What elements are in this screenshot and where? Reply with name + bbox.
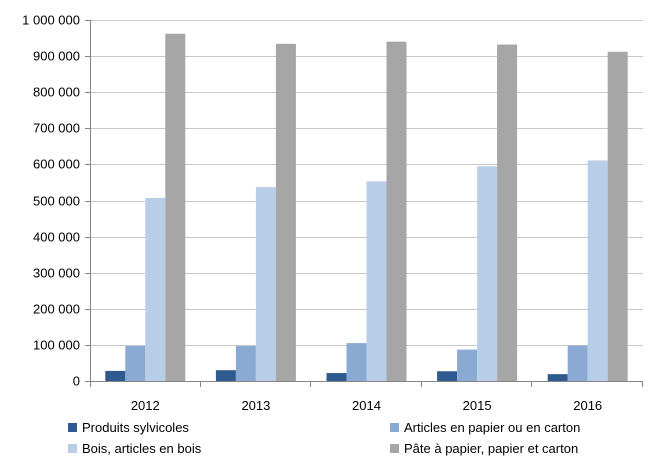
y-tick-label: 100 000	[33, 338, 80, 353]
bar	[567, 345, 588, 381]
x-tick-labels: 2012 2013 2014 2015 2016	[131, 398, 602, 413]
bar	[235, 345, 256, 381]
bar	[326, 373, 347, 381]
bar	[255, 187, 276, 381]
bar	[275, 43, 296, 382]
bar	[587, 160, 608, 381]
x-tick-label: 2016	[573, 398, 602, 413]
x-tick-label: 2014	[352, 398, 381, 413]
y-tick-label: 500 000	[33, 194, 80, 209]
legend-swatch	[390, 423, 399, 432]
x-tick-label: 2015	[463, 398, 492, 413]
legend-swatch	[390, 444, 399, 453]
y-tick-label: 600 000	[33, 157, 80, 172]
legend-label: Pâte à papier, papier et carton	[404, 441, 578, 456]
x-tick-label: 2013	[241, 398, 270, 413]
y-tick-label: 0	[73, 374, 80, 389]
bar	[437, 371, 458, 381]
legend: Produits sylvicoles Articles en papier ou…	[68, 420, 580, 456]
y-tick-label: 300 000	[33, 266, 80, 281]
bar	[497, 44, 518, 381]
y-tick-labels: 0 100 000 200 000 300 000 400 000 500 000 600 …	[22, 13, 80, 389]
bar	[215, 370, 236, 381]
bar	[165, 33, 186, 382]
y-tick-label: 900 000	[33, 49, 80, 64]
bar	[105, 370, 126, 381]
y-tick-label: 1 000 000	[22, 13, 80, 28]
bar	[607, 51, 628, 381]
legend-label: Articles en papier ou en carton	[404, 420, 580, 435]
bar	[145, 197, 166, 381]
y-tick-label: 200 000	[33, 302, 80, 317]
bar	[366, 181, 387, 381]
bar	[457, 349, 478, 381]
y-tick-label: 400 000	[33, 230, 80, 245]
bar	[346, 343, 367, 381]
legend-swatch	[68, 444, 77, 453]
axes	[85, 20, 643, 387]
bar	[125, 345, 146, 381]
legend-swatch	[68, 423, 77, 432]
y-tick-label: 700 000	[33, 121, 80, 136]
bars	[105, 33, 628, 382]
bar	[386, 41, 407, 381]
legend-label: Bois, articles en bois	[82, 441, 202, 456]
y-tick-label: 800 000	[33, 85, 80, 100]
bar	[547, 374, 568, 381]
legend-label: Produits sylvicoles	[82, 420, 189, 435]
x-tick-label: 2012	[131, 398, 160, 413]
bar	[477, 166, 498, 381]
